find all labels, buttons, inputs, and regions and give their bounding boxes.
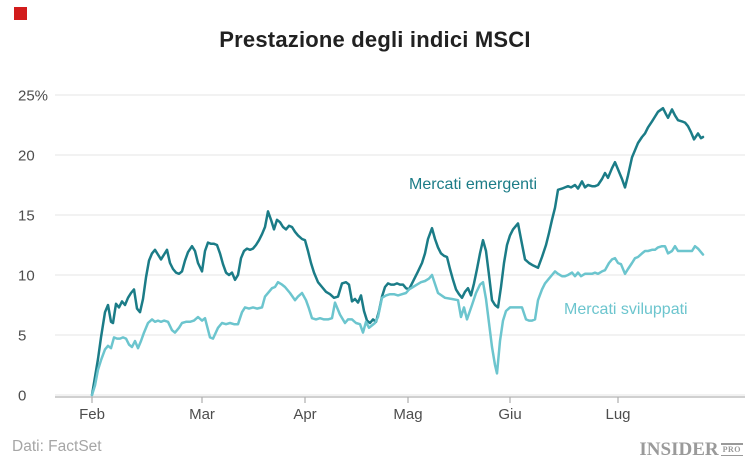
series-line-emergenti bbox=[90, 106, 705, 397]
x-axis-label: Mar bbox=[189, 406, 215, 423]
x-axis-label: Giu bbox=[498, 406, 521, 423]
y-axis-label: 5 bbox=[18, 328, 26, 345]
x-axis-label: Mag bbox=[393, 406, 422, 423]
logo-pro-badge: PRO bbox=[720, 443, 743, 456]
y-axis-label: 15 bbox=[18, 208, 35, 225]
y-axis-label: 10 bbox=[18, 268, 35, 285]
chart-title: Prestazione degli indici MSCI bbox=[219, 27, 531, 52]
y-axis-label: 0 bbox=[18, 388, 26, 405]
y-axis-label: 25% bbox=[18, 88, 48, 105]
x-axis-label: Feb bbox=[79, 406, 105, 423]
x-axis-label: Lug bbox=[605, 406, 630, 423]
x-axis-label: Apr bbox=[293, 406, 316, 423]
series-line-sviluppati bbox=[90, 244, 705, 397]
y-axis-label: 20 bbox=[18, 148, 35, 165]
data-source: Dati: FactSet bbox=[12, 438, 102, 455]
insiderpro-logo: INSIDER PRO bbox=[639, 440, 743, 459]
brand-red-square-icon bbox=[14, 7, 27, 20]
series-label-sviluppati: Mercati sviluppati bbox=[564, 301, 688, 318]
series-label-emergenti: Mercati emergenti bbox=[409, 176, 538, 193]
logo-insider-text: INSIDER bbox=[639, 439, 719, 460]
